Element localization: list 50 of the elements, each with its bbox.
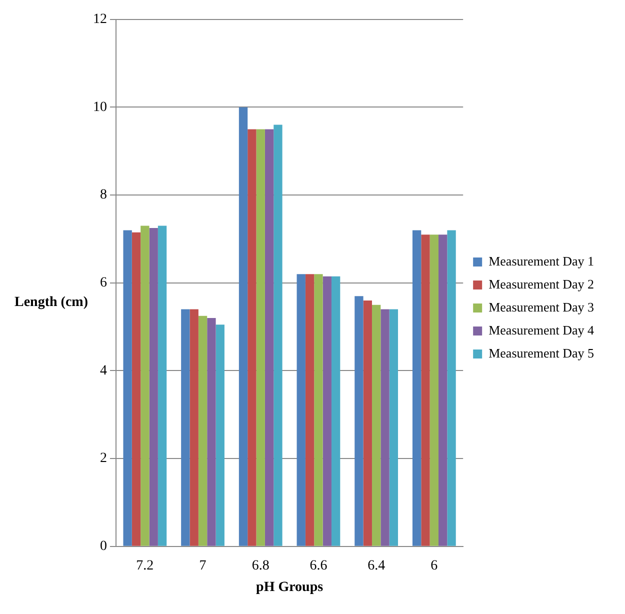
y-tick-label: 2 bbox=[100, 451, 107, 466]
bar bbox=[248, 129, 256, 546]
x-axis-title: pH Groups bbox=[256, 580, 324, 596]
x-tick-label: 6.4 bbox=[368, 558, 386, 574]
x-tick-label: 7.2 bbox=[136, 558, 154, 574]
bar bbox=[421, 234, 430, 546]
bar bbox=[331, 276, 340, 546]
bar bbox=[181, 309, 190, 546]
bar bbox=[305, 274, 314, 546]
bar bbox=[380, 309, 390, 546]
legend-label: Measurement Day 2 bbox=[488, 276, 594, 292]
bar bbox=[132, 232, 141, 546]
bar bbox=[430, 234, 439, 546]
bar bbox=[363, 300, 372, 546]
y-axis-title: Length (cm) bbox=[14, 295, 89, 311]
bar bbox=[412, 230, 422, 546]
bar bbox=[447, 230, 456, 546]
bar bbox=[296, 274, 306, 546]
bar bbox=[216, 324, 224, 546]
bar bbox=[314, 274, 323, 546]
bar bbox=[274, 124, 282, 546]
bar bbox=[198, 316, 208, 546]
bar bbox=[158, 226, 167, 546]
bar bbox=[389, 309, 398, 546]
bar bbox=[149, 228, 158, 546]
legend-label: Measurement Day 4 bbox=[488, 322, 594, 338]
bar bbox=[238, 107, 248, 546]
y-tick-label: 8 bbox=[100, 188, 107, 203]
bar bbox=[264, 129, 274, 546]
bar bbox=[354, 296, 364, 546]
x-tick-label: 6.6 bbox=[310, 558, 328, 574]
y-tick-label: 10 bbox=[93, 100, 107, 115]
bar bbox=[140, 226, 150, 546]
bar bbox=[322, 276, 332, 546]
x-tick-label: 7 bbox=[199, 558, 206, 574]
bar bbox=[190, 309, 198, 546]
legend-label: Measurement Day 1 bbox=[488, 253, 594, 268]
y-tick-label: 6 bbox=[100, 276, 107, 291]
bar bbox=[438, 234, 448, 546]
legend-label: Measurement Day 3 bbox=[488, 299, 594, 314]
legend-label: Measurement Day 5 bbox=[488, 345, 594, 360]
y-tick-label: 0 bbox=[100, 539, 107, 554]
bar bbox=[123, 230, 132, 546]
x-tick-label: 6.8 bbox=[252, 558, 270, 574]
bar bbox=[256, 129, 265, 546]
x-tick-label: 6 bbox=[430, 558, 438, 574]
y-tick-label: 4 bbox=[100, 363, 107, 378]
bar bbox=[207, 318, 216, 546]
y-tick-label: 12 bbox=[93, 12, 107, 28]
bar bbox=[372, 304, 381, 546]
